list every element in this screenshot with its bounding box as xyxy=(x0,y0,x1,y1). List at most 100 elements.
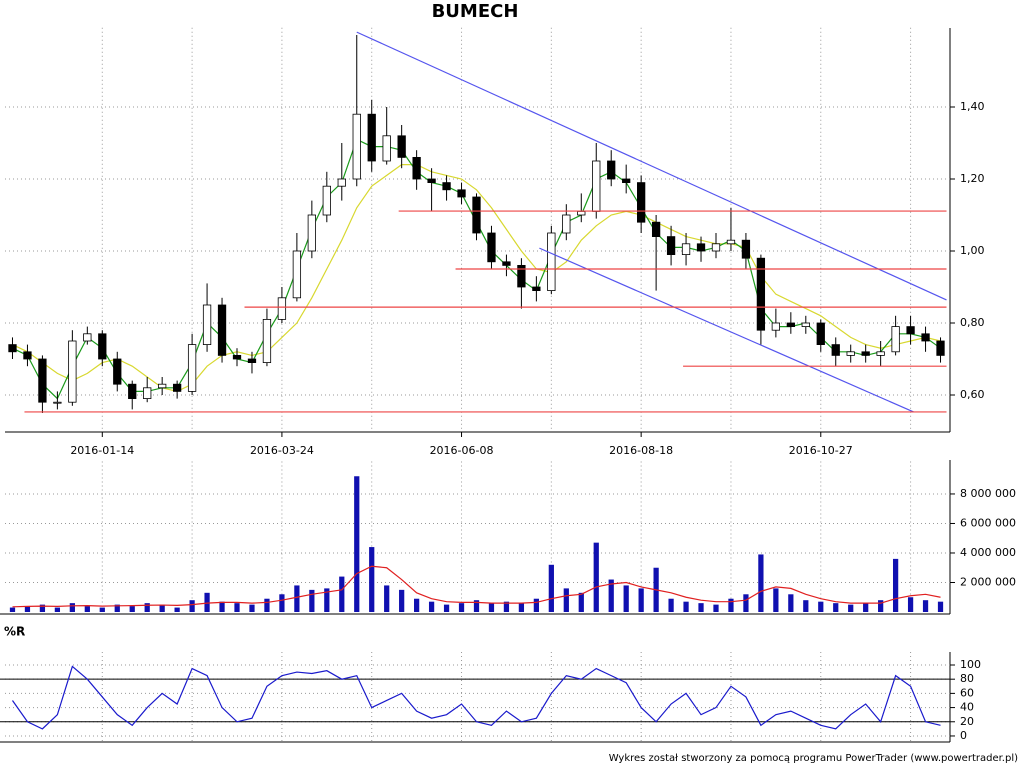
candle-body xyxy=(816,322,825,346)
candle-body xyxy=(472,196,481,234)
candle-body xyxy=(172,383,182,392)
volume-bar xyxy=(638,588,644,612)
volume-bar xyxy=(623,585,629,612)
y-tick-label: 4 000 000 xyxy=(960,546,1016,559)
volume-bar xyxy=(309,589,315,612)
volume-bar xyxy=(848,604,854,612)
candle-body xyxy=(382,135,391,162)
volume-bar xyxy=(863,603,869,612)
volume-bar xyxy=(878,600,884,612)
y-tick-label: 80 xyxy=(960,672,974,685)
volume-bar xyxy=(39,604,46,612)
candle-body xyxy=(741,239,751,259)
volume-bar xyxy=(833,603,839,612)
volume-bar xyxy=(99,607,105,612)
candle-body xyxy=(128,383,137,400)
volume-bar xyxy=(788,594,794,612)
volume-bar xyxy=(488,603,495,612)
candle-body xyxy=(113,358,122,385)
candle-body xyxy=(277,297,287,320)
volume-bar xyxy=(249,604,255,612)
volume-bar xyxy=(369,547,375,612)
candle-body xyxy=(502,261,511,266)
candle-body xyxy=(8,344,17,353)
volume-bar xyxy=(174,607,180,612)
volume-bar xyxy=(428,601,435,612)
candle-body xyxy=(651,221,661,237)
x-tick-label: 2016-03-24 xyxy=(250,444,314,457)
volume-bar xyxy=(69,603,75,612)
y-tick-label: 0,80 xyxy=(960,316,985,329)
candle-body xyxy=(771,322,781,331)
footer: Wykres został stworzony za pomocą progra… xyxy=(609,753,1018,764)
volume-bar xyxy=(24,606,31,612)
candle-body xyxy=(457,189,466,198)
volume-bar xyxy=(803,600,809,612)
candle-body xyxy=(696,243,706,252)
candle-body xyxy=(247,358,257,363)
volume-bar xyxy=(922,600,929,612)
trend-line xyxy=(539,247,914,413)
volume-bar xyxy=(533,598,539,612)
y-tick-label: 100 xyxy=(960,658,981,671)
volume-bar xyxy=(189,600,195,612)
candle-body xyxy=(607,160,616,180)
candle-body xyxy=(906,326,915,335)
volume-bar xyxy=(593,542,599,612)
y-tick-label: 6 000 000 xyxy=(960,516,1016,529)
candle-body xyxy=(442,182,451,191)
candle-body xyxy=(921,333,930,342)
volume-bar xyxy=(339,576,345,612)
x-tick-label: 2016-10-27 xyxy=(789,444,853,457)
candle-body xyxy=(262,318,272,363)
volume-bar xyxy=(129,606,135,612)
volume-bar xyxy=(578,592,584,612)
volume-bar xyxy=(279,594,285,612)
candle-body xyxy=(786,322,795,327)
volume-bar xyxy=(608,579,614,612)
candle-body xyxy=(532,286,541,291)
volume-bar xyxy=(294,585,300,612)
candle-body xyxy=(622,178,631,183)
candle-body xyxy=(322,185,331,216)
candle-body xyxy=(547,232,556,291)
candle-body xyxy=(487,232,496,263)
volume-bar xyxy=(324,588,330,612)
candle-body xyxy=(861,351,870,356)
volume-bar xyxy=(144,603,150,612)
volume-bar xyxy=(937,601,944,612)
candle-body xyxy=(53,401,62,404)
volume-bar xyxy=(683,601,689,612)
moving-average xyxy=(12,164,941,393)
williams-r-line xyxy=(11,665,941,730)
candle-body xyxy=(831,344,840,356)
candle-body xyxy=(23,351,32,360)
x-tick-label: 2016-06-08 xyxy=(430,444,494,457)
volume-bar xyxy=(548,564,554,612)
candle-body xyxy=(562,214,571,234)
volume-bar xyxy=(668,598,674,612)
x-tick-label: 2016-01-14 xyxy=(70,444,134,457)
candle-body xyxy=(352,113,361,180)
volume-bar xyxy=(818,601,824,612)
y-tick-label: 1,40 xyxy=(960,100,985,113)
volume-bar xyxy=(458,603,465,612)
volume-bar xyxy=(54,607,61,612)
candle-body xyxy=(98,333,107,360)
y-tick-label: 0,60 xyxy=(960,388,985,401)
x-tick-label: 2016-08-18 xyxy=(609,444,673,457)
volume-bar xyxy=(728,598,734,612)
candle-body xyxy=(577,210,586,216)
candle-body xyxy=(846,351,855,356)
y-tick-label: 40 xyxy=(960,701,974,714)
candle-body xyxy=(158,383,167,389)
candle-body xyxy=(756,257,766,331)
y-tick-label: 60 xyxy=(960,686,974,699)
candle-body xyxy=(143,387,152,399)
candle-body xyxy=(232,354,242,360)
volume-bar xyxy=(758,554,764,612)
candle-body xyxy=(726,239,736,245)
candle-body xyxy=(936,340,945,356)
